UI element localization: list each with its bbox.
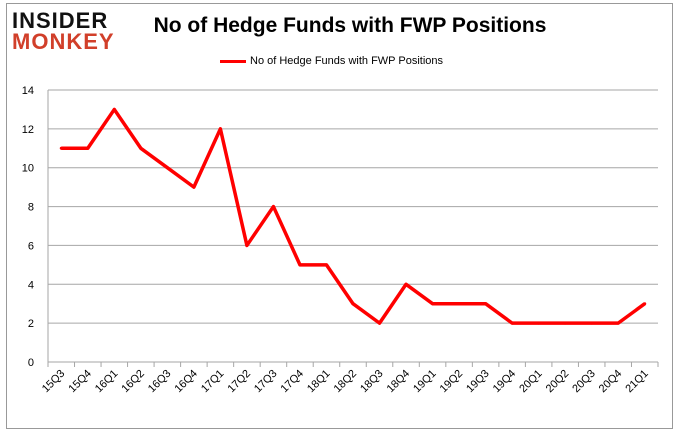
chart-title: No of Hedge Funds with FWP Positions	[153, 14, 547, 37]
data-point	[378, 321, 382, 325]
y-tick-label: 8	[28, 202, 34, 214]
logo-line2: MONKEY	[12, 29, 115, 54]
series-line	[61, 107, 646, 325]
x-tick-label: 20Q2	[544, 368, 572, 396]
x-tick-label: 16Q1	[93, 368, 121, 396]
x-tick-label: 17Q1	[199, 368, 227, 396]
data-point	[457, 302, 461, 306]
chart-frame	[6, 3, 673, 429]
data-point	[404, 282, 408, 286]
x-tick-label: 15Q3	[40, 368, 68, 396]
y-tick-label: 0	[28, 357, 34, 369]
data-point	[165, 166, 169, 170]
data-point	[351, 302, 355, 306]
data-point	[590, 321, 594, 325]
x-tick-label: 19Q1	[411, 368, 439, 396]
x-tick-label: 20Q1	[517, 368, 545, 396]
data-point	[59, 146, 63, 150]
y-tick-label: 6	[28, 240, 34, 252]
data-point	[643, 302, 647, 306]
data-point	[484, 302, 488, 306]
legend-swatch	[220, 59, 246, 63]
x-tick-label: 21Q1	[623, 368, 651, 396]
data-point	[298, 263, 302, 267]
x-tick-label: 18Q2	[332, 368, 360, 396]
x-tick-label: 17Q3	[252, 368, 280, 396]
x-tick-label: 15Q4	[66, 368, 94, 396]
x-tick-label: 18Q4	[385, 368, 413, 396]
data-point	[537, 321, 541, 325]
x-tick-label: 19Q3	[464, 368, 492, 396]
x-tick-label: 17Q2	[226, 368, 254, 396]
x-tick-label: 17Q4	[279, 368, 307, 396]
y-tick-label: 14	[22, 85, 34, 97]
data-point	[271, 205, 275, 209]
y-tick-label: 2	[28, 318, 34, 330]
insider-monkey-logo: INSIDER MONKEY	[12, 8, 115, 54]
data-point	[563, 321, 567, 325]
data-point	[139, 146, 143, 150]
data-point	[324, 263, 328, 267]
x-tick-label: 20Q3	[570, 368, 598, 396]
data-point	[431, 302, 435, 306]
x-tick-label: 16Q4	[172, 368, 200, 396]
x-tick-label: 19Q4	[491, 368, 519, 396]
x-tick-label: 18Q1	[305, 368, 333, 396]
x-tick-label: 19Q2	[438, 368, 466, 396]
x-tick-label: 18Q3	[358, 368, 386, 396]
data-point	[616, 321, 620, 325]
y-tick-label: 12	[22, 124, 34, 136]
legend: No of Hedge Funds with FWP Positions	[220, 55, 443, 67]
data-point	[86, 146, 90, 150]
data-point	[218, 127, 222, 131]
x-tick-label: 16Q3	[146, 368, 174, 396]
y-tick-label: 10	[22, 163, 34, 175]
x-tick-label: 16Q2	[119, 368, 147, 396]
data-point	[245, 243, 249, 247]
y-tick-label: 4	[28, 279, 34, 291]
data-point	[510, 321, 514, 325]
logo-line1: INSIDER	[12, 8, 109, 33]
data-point	[112, 107, 116, 111]
legend-label: No of Hedge Funds with FWP Positions	[250, 55, 443, 67]
data-point	[192, 185, 196, 189]
x-tick-label: 20Q4	[597, 368, 625, 396]
